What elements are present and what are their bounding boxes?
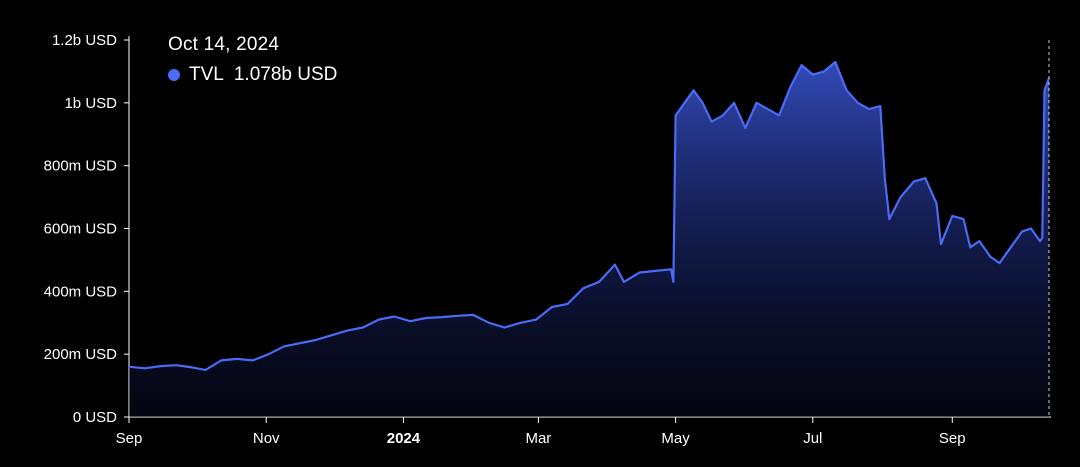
x-tick-label: May xyxy=(661,430,690,447)
legend-dot-icon xyxy=(168,69,180,81)
tooltip-series-name: TVL xyxy=(189,64,224,85)
series-line xyxy=(128,60,1051,371)
y-tick-label: 400m USD xyxy=(44,283,118,300)
tooltip-date: Oct 14, 2024 xyxy=(168,34,280,55)
x-axis-ticks: Sep Nov 2024 Mar May Jul Sep xyxy=(116,417,966,447)
tooltip-row: TVL 1.078b USD xyxy=(168,64,337,86)
x-tick-label: Sep xyxy=(116,430,143,447)
y-tick-label: 1b USD xyxy=(64,95,117,112)
area-fill xyxy=(129,62,1049,417)
tooltip: Oct 14, 2024 TVL 1.078b USD xyxy=(168,34,337,86)
x-tick-label: Nov xyxy=(253,430,280,447)
x-tick-label: 2024 xyxy=(387,430,421,447)
x-tick-label: Jul xyxy=(803,430,822,447)
y-tick-label: 0 USD xyxy=(73,409,117,426)
y-tick-label: 200m USD xyxy=(44,346,118,363)
y-tick-label: 800m USD xyxy=(44,158,118,175)
tooltip-value: 1.078b USD xyxy=(233,64,338,85)
tvl-line xyxy=(128,60,1051,371)
y-tick-label: 600m USD xyxy=(44,221,118,238)
x-tick-label: Mar xyxy=(525,430,551,447)
tvl-area xyxy=(129,62,1049,417)
x-tick-label: Sep xyxy=(939,430,966,447)
y-axis-ticks: 0 USD 200m USD 400m USD 600m USD 800m USD 1b … xyxy=(44,32,129,426)
y-tick-label: 1.2b USD xyxy=(52,32,117,49)
